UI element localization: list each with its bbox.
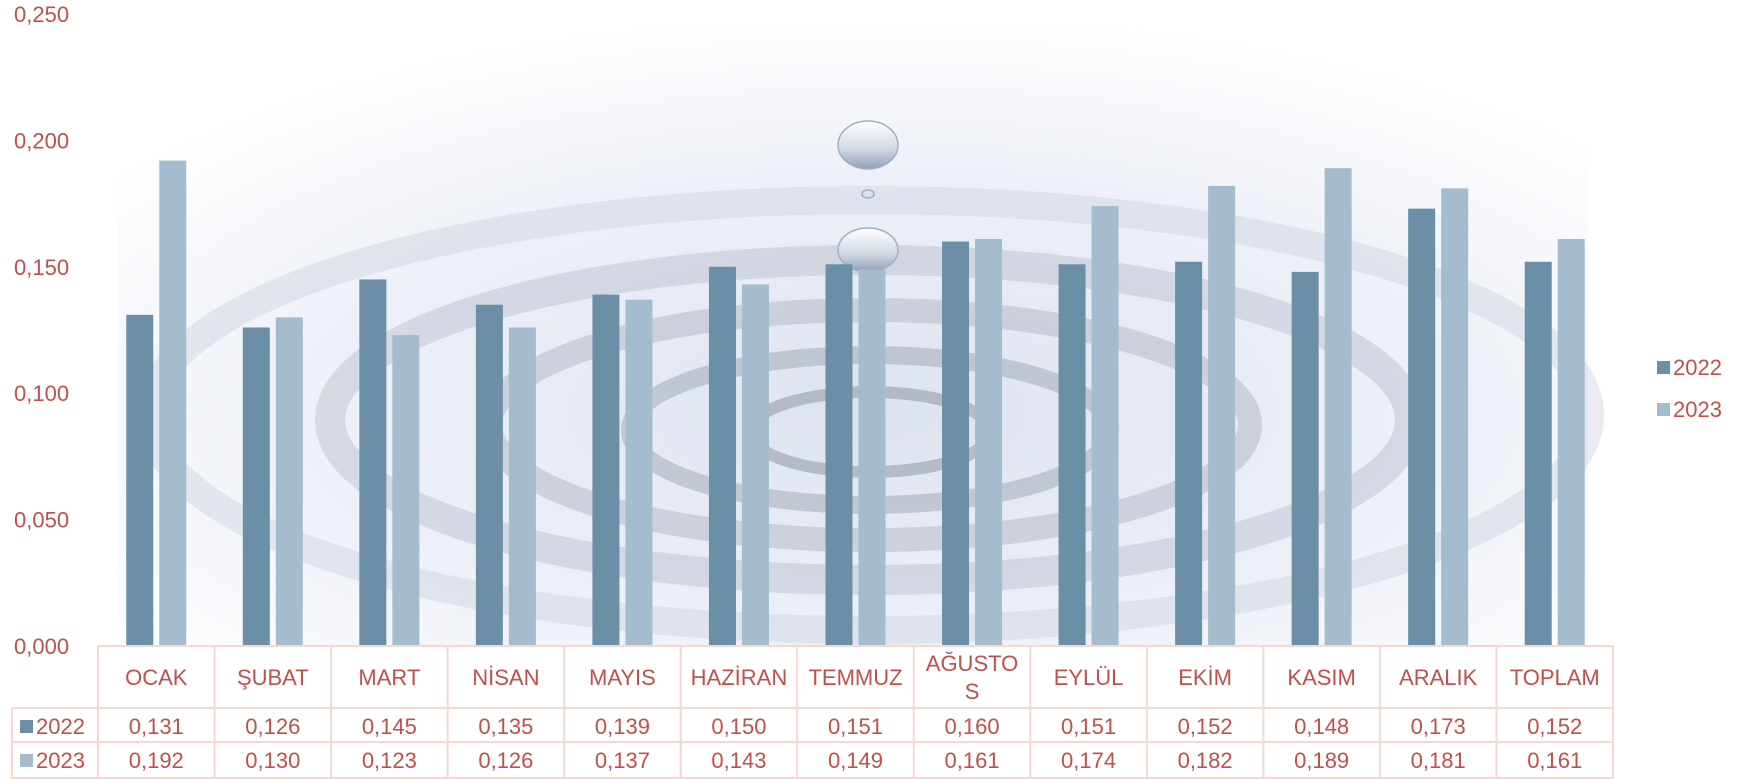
table-cell-2022-toplam: 0,152 [1527,714,1582,739]
y-tick-label: 0,000 [14,634,69,659]
bar-2022-mayis [592,294,620,646]
bar-2023-haziran [741,284,769,646]
table-cell-2022-agustos: 0,160 [945,714,1000,739]
y-axis: 0,000 0,050 0,100 0,150 0,200 0,250 [14,2,69,659]
bar-2023-temmuz [858,269,886,646]
category-label-mart: MART [358,665,420,690]
table-cell-2022-ekim: 0,152 [1178,714,1233,739]
bar-2022-toplam [1524,261,1552,646]
bar-2023-nisan [508,327,536,646]
legend-label-2023: 2023 [1673,397,1722,422]
category-label-ekim: EKİM [1178,665,1232,690]
table-cell-2022-temmuz: 0,151 [828,714,883,739]
bar-2022-nisan [475,304,503,646]
table-cell-2022-aralik: 0,173 [1411,714,1466,739]
table-cell-2023-temmuz: 0,149 [828,748,883,773]
table-cell-2022-mayis: 0,139 [595,714,650,739]
bar-2022-eylul [1058,264,1086,646]
y-tick-label: 0,100 [14,381,69,406]
table-cell-2023-agustos: 0,161 [945,748,1000,773]
table-cell-2023-subat: 0,130 [245,748,300,773]
table-cell-2023-ocak: 0,192 [129,748,184,773]
bar-2023-agustos [975,238,1003,646]
category-label-haziran: HAZİRAN [691,665,788,690]
legend-label-2022: 2022 [1673,355,1722,380]
bar-2023-ekim [1208,185,1236,647]
y-tick-label: 0,050 [14,508,69,533]
data-table: OCAK ŞUBAT MART NİSAN MAYIS HAZİRAN TEMMUZ AĞUS… [11,645,1614,779]
bar-2022-kasim [1291,271,1319,646]
background-picture [118,30,1604,645]
table-cell-2023-nisan: 0,126 [478,748,533,773]
table-row-label-2022: 2022 [36,714,85,739]
bar-2022-ocak [126,314,154,646]
table-cell-2022-subat: 0,126 [245,714,300,739]
category-label-mayis: MAYIS [589,665,656,690]
bar-2023-aralik [1441,188,1469,646]
table-legend-swatch-2023 [20,754,33,767]
bar-2022-mart [359,279,387,646]
bar-2022-temmuz [825,264,853,646]
bar-2023-ocak [159,160,187,646]
table-cell-2022-nisan: 0,135 [478,714,533,739]
y-tick-label: 0,200 [14,128,69,153]
category-label-agustos: S [965,679,980,704]
category-label-aralik: ARALIK [1399,665,1478,690]
table-cell-2022-haziran: 0,150 [711,714,766,739]
table-legend-swatch-2022 [20,720,33,733]
table-cell-2023-kasim: 0,189 [1294,748,1349,773]
table-cell-2022-kasim: 0,148 [1294,714,1349,739]
table-cell-2023-mart: 0,123 [362,748,417,773]
category-label-agustos: AĞUSTO [926,651,1019,676]
legend-swatch-2022 [1657,361,1670,374]
bar-2023-eylul [1091,206,1119,647]
bar-2023-toplam [1557,238,1585,646]
bar-2022-aralik [1408,208,1436,646]
table-cell-2022-ocak: 0,131 [129,714,184,739]
category-label-ocak: OCAK [125,665,188,690]
bar-2023-kasim [1324,168,1352,646]
bar-2023-subat [275,317,303,646]
bar-2023-mayis [625,299,653,646]
table-row-label-2023: 2023 [36,748,85,773]
category-label-kasim: KASIM [1287,665,1355,690]
y-tick-label: 0,150 [14,255,69,280]
table-cell-2023-aralik: 0,181 [1411,748,1466,773]
legend: 2022 2023 [1657,355,1722,422]
bar-2022-haziran [708,266,736,646]
category-label-temmuz: TEMMUZ [808,665,902,690]
legend-swatch-2023 [1657,403,1670,416]
category-label-eylul: EYLÜL [1054,665,1124,690]
table-cell-2023-ekim: 0,182 [1178,748,1233,773]
table-cell-2023-haziran: 0,143 [711,748,766,773]
bar-2022-ekim [1175,261,1203,646]
bar-2023-mart [392,335,420,646]
y-tick-label: 0,250 [14,2,69,27]
category-label-nisan: NİSAN [472,665,539,690]
bar-2022-subat [242,327,270,646]
table-cell-2022-mart: 0,145 [362,714,417,739]
category-label-toplam: TOPLAM [1510,665,1600,690]
table-cell-2023-eylul: 0,174 [1061,748,1116,773]
table-cell-2023-mayis: 0,137 [595,748,650,773]
bars [126,160,1585,647]
category-label-subat: ŞUBAT [237,665,309,690]
table-cell-2023-toplam: 0,161 [1527,748,1582,773]
bar-2022-agustos [942,241,970,646]
table-cell-2022-eylul: 0,151 [1061,714,1116,739]
